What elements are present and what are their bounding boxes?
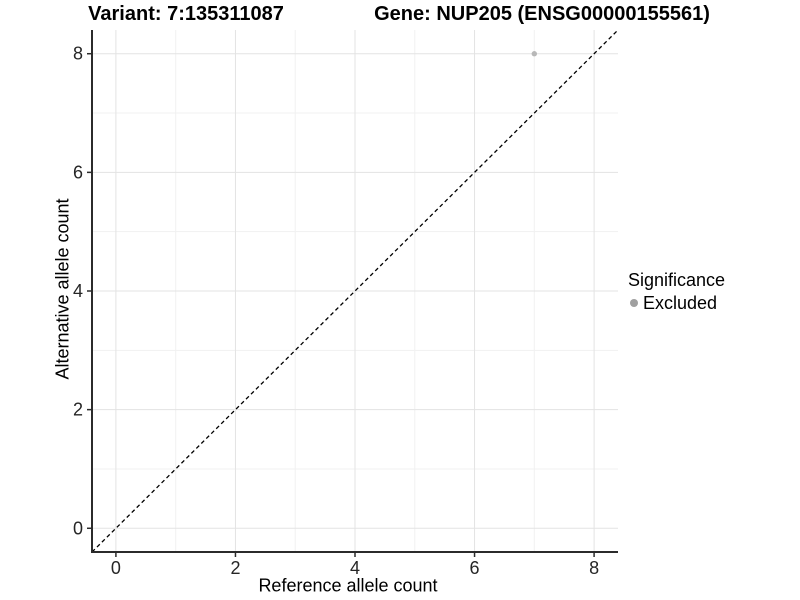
data-point-excluded	[531, 51, 538, 57]
plot-title-variant: Variant: 7:135311087	[88, 3, 284, 25]
x-tick-label: 6	[470, 558, 480, 578]
x-tick-label: 0	[111, 558, 121, 578]
legend-title: Significance	[628, 270, 726, 290]
x-tick-label: 8	[589, 558, 599, 578]
y-tick-label: 4	[73, 281, 83, 301]
y-tick-label: 2	[73, 400, 83, 420]
legend: Significance Excluded	[628, 269, 725, 314]
plot-title-gene: Gene: NUP205 (ENSG00000155561)	[374, 3, 710, 25]
y-tick-label: 0	[73, 518, 83, 538]
x-tick-label: 4	[350, 558, 360, 578]
excluded-point-icon	[630, 299, 638, 307]
y-tick-label: 6	[73, 162, 83, 182]
x-axis-title: Reference allele count	[258, 575, 438, 596]
y-tick-label: 8	[73, 44, 83, 64]
x-tick-label: 2	[230, 558, 240, 578]
legend-item-excluded: Excluded	[628, 292, 725, 314]
legend-item-label: Excluded	[643, 293, 718, 313]
y-axis-title: Alternative allele count	[52, 198, 73, 380]
identity-line	[91, 29, 619, 553]
